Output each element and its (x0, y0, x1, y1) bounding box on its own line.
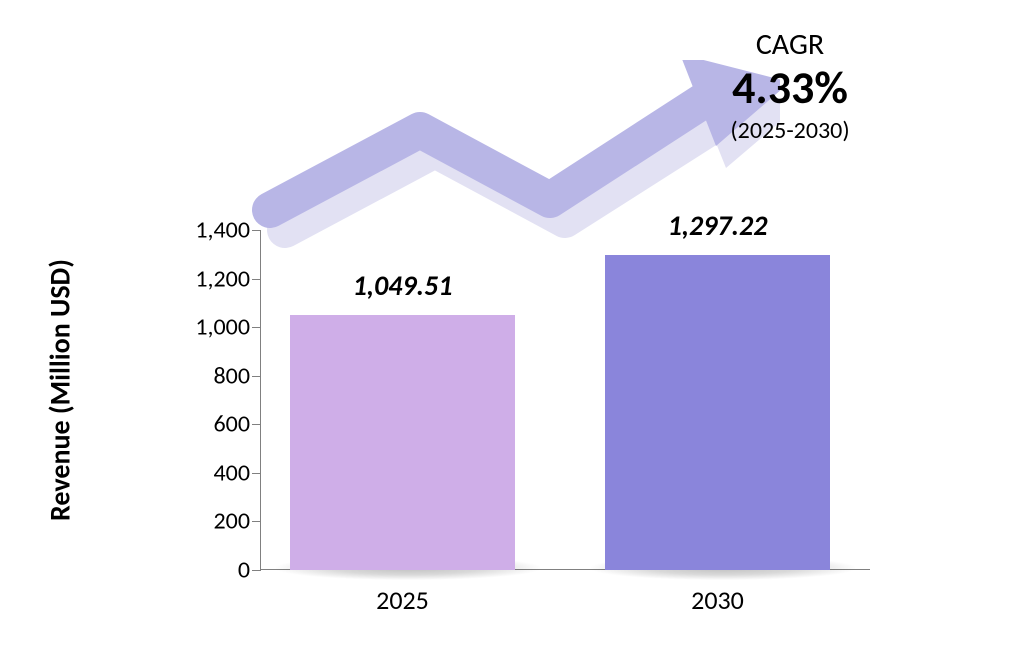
cagr-callout: CAGR 4.33% (2025-2030) (680, 28, 900, 144)
y-tick-label: 1,200 (160, 264, 250, 293)
y-tick-label: 1,000 (160, 313, 250, 342)
cagr-value: 4.33% (680, 63, 900, 114)
y-tick-label: 1,400 (160, 216, 250, 245)
y-tick-mark (252, 424, 260, 425)
y-tick-label: 800 (160, 361, 250, 390)
y-tick-mark (252, 521, 260, 522)
plot-area: 02004006008001,0001,2001,4001,049.512025… (260, 230, 870, 570)
y-tick-mark (252, 473, 260, 474)
bar-fill (290, 315, 515, 570)
chart-stage: CAGR 4.33% (2025-2030) Revenue (Million … (0, 0, 1025, 671)
y-axis-line (260, 230, 261, 571)
bar: 1,049.51 (290, 315, 515, 570)
y-tick-label: 0 (160, 556, 250, 585)
cagr-title: CAGR (680, 28, 900, 61)
cagr-period: (2025-2030) (680, 118, 900, 144)
x-category-label: 2025 (376, 584, 429, 616)
y-tick-label: 600 (160, 410, 250, 439)
x-category-label: 2030 (691, 584, 744, 616)
bar: 1,297.22 (605, 255, 830, 570)
bar-value-label: 1,297.22 (668, 208, 768, 243)
y-axis-label: Revenue (Million USD) (43, 259, 78, 521)
bar-fill (605, 255, 830, 570)
y-tick-mark (252, 327, 260, 328)
y-tick-mark (252, 570, 260, 571)
y-tick-mark (252, 279, 260, 280)
y-tick-mark (252, 376, 260, 377)
y-tick-label: 400 (160, 458, 250, 487)
y-tick-mark (252, 230, 260, 231)
y-tick-label: 200 (160, 507, 250, 536)
bar-value-label: 1,049.51 (353, 268, 453, 303)
